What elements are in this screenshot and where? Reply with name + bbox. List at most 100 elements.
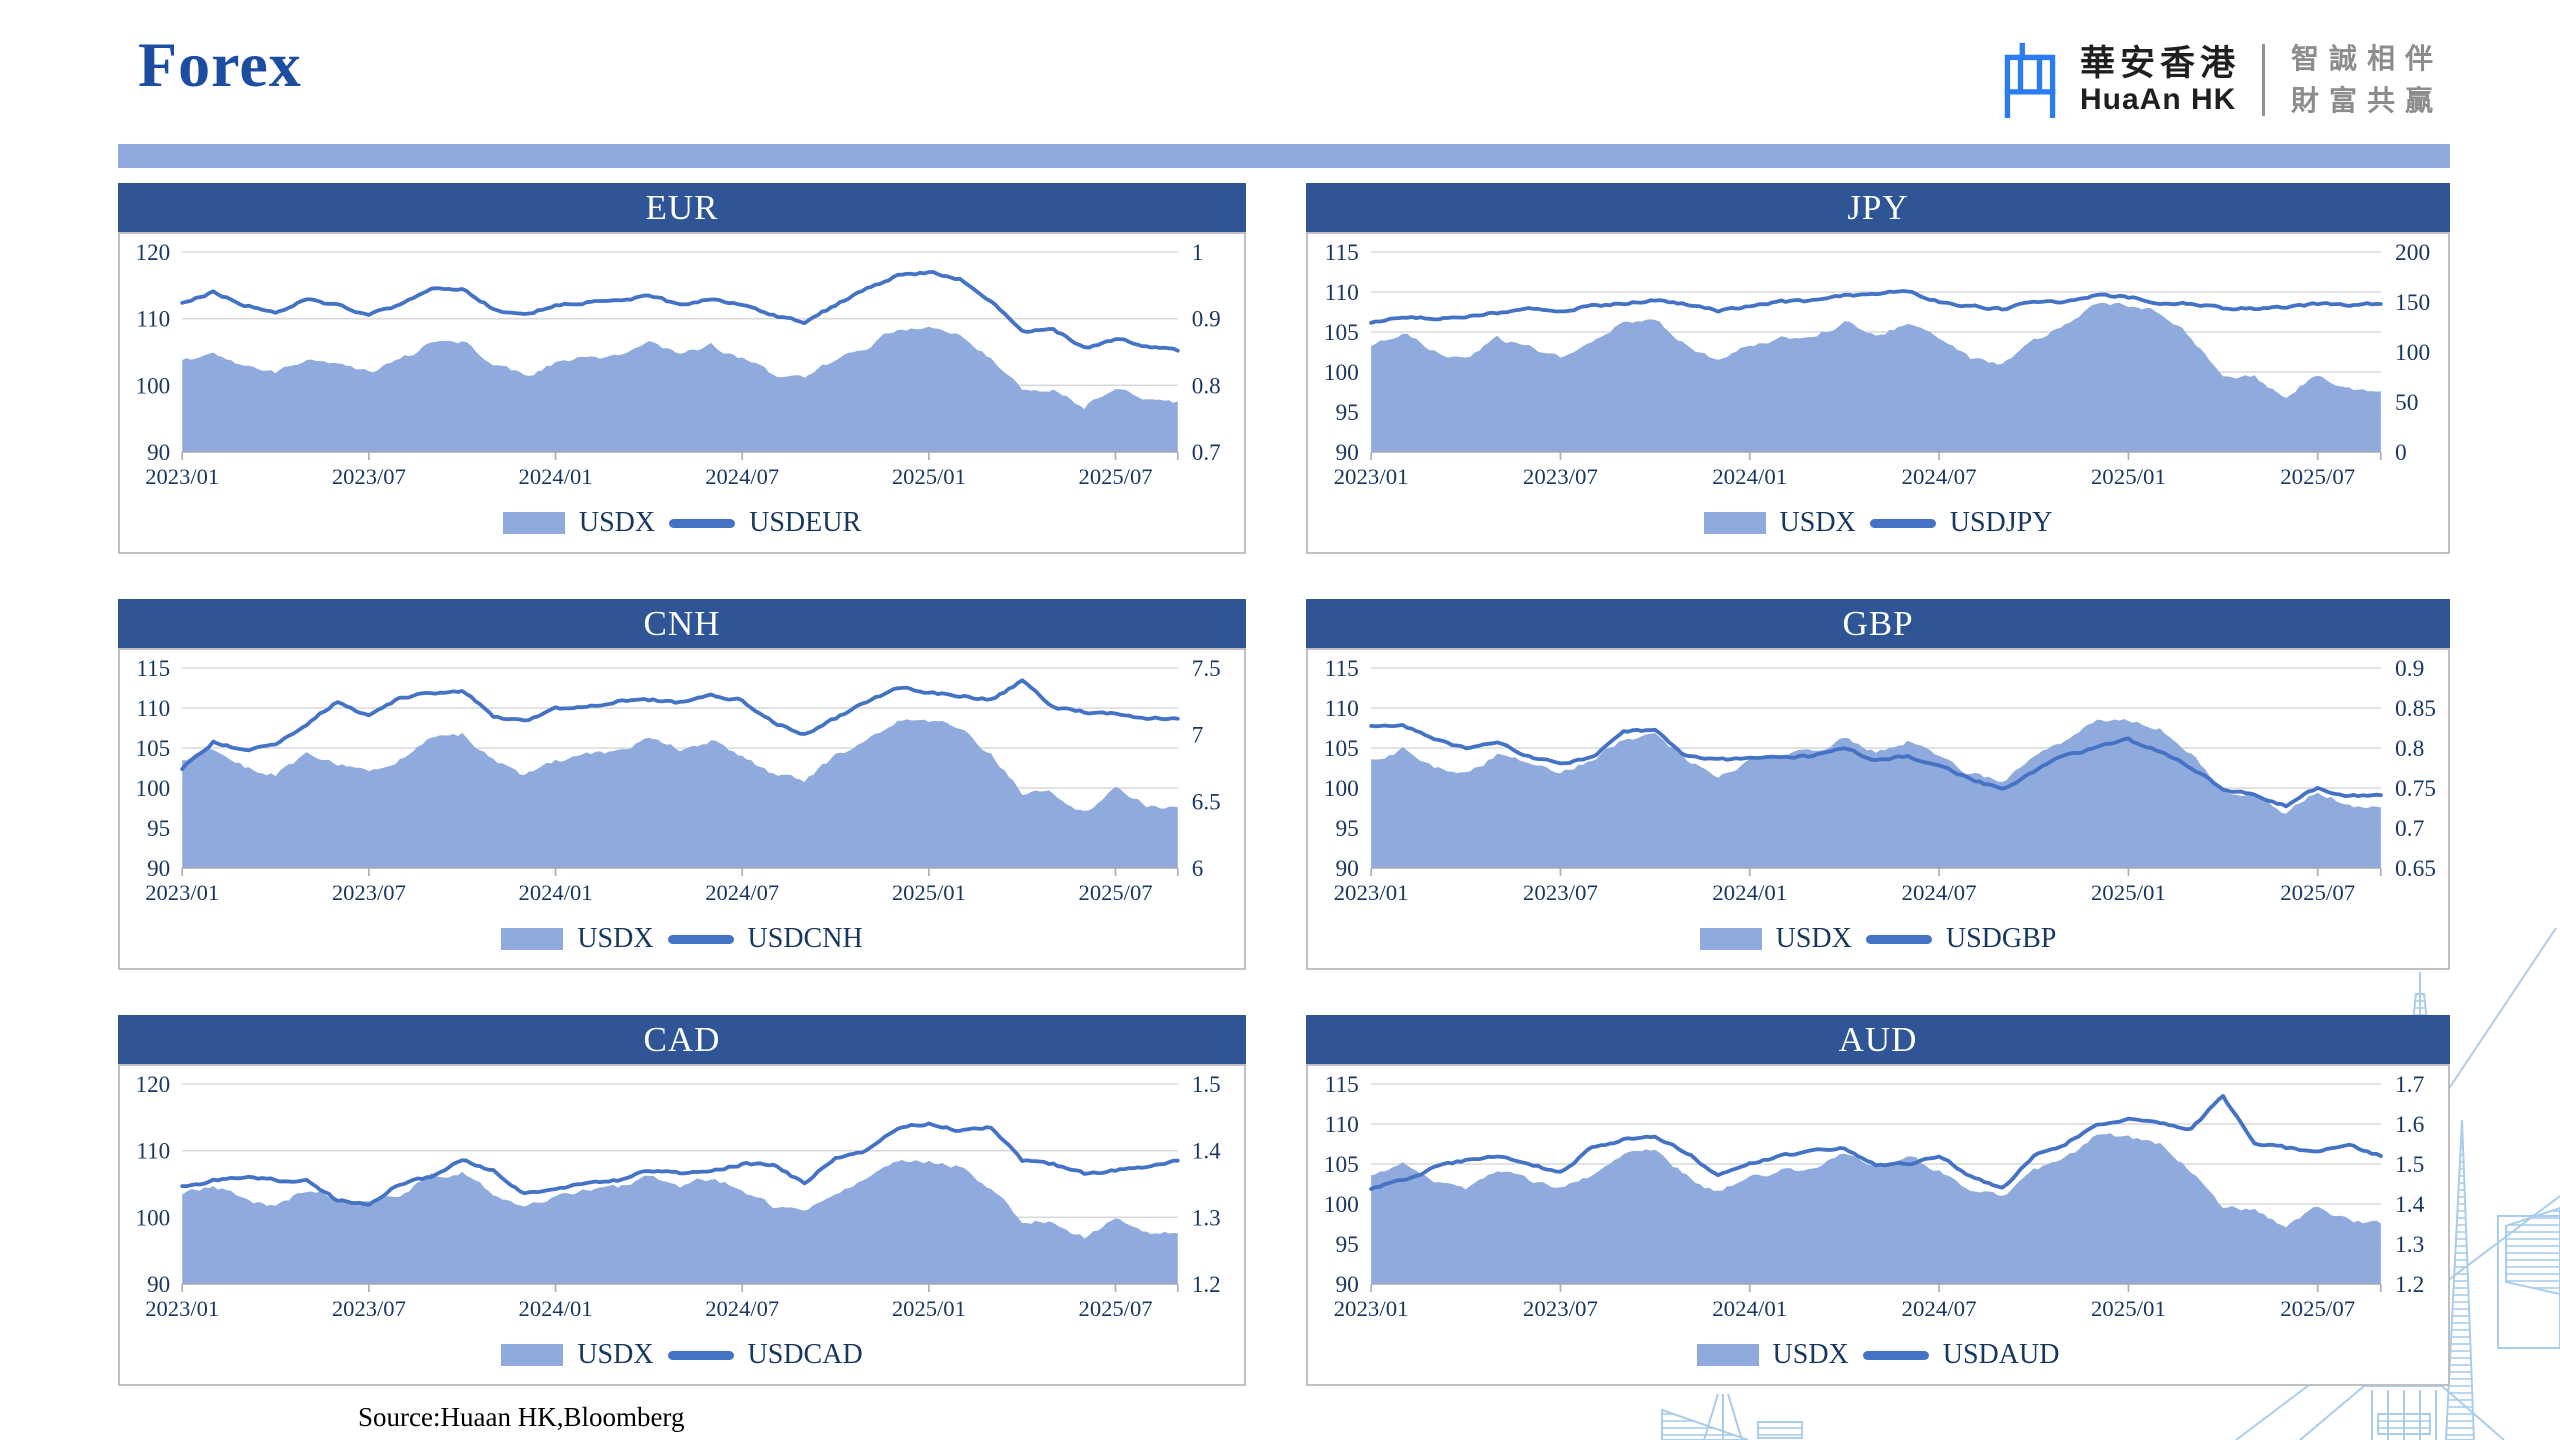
svg-text:2025/07: 2025/07 — [1079, 464, 1153, 489]
svg-text:2023/07: 2023/07 — [332, 880, 406, 905]
legend-swatch-usdx — [501, 1344, 564, 1366]
svg-text:0.9: 0.9 — [1192, 306, 1221, 332]
svg-text:6.5: 6.5 — [1192, 788, 1221, 814]
svg-text:105: 105 — [1324, 320, 1359, 346]
legend-swatch-usdx — [1696, 1344, 1759, 1366]
svg-text:100: 100 — [136, 775, 171, 801]
svg-text:1.2: 1.2 — [1192, 1271, 1221, 1297]
svg-text:2025/01: 2025/01 — [892, 464, 966, 489]
chart-title-jpy: JPY — [1306, 183, 2450, 232]
svg-text:105: 105 — [136, 735, 171, 761]
svg-text:2023/07: 2023/07 — [332, 464, 406, 489]
legend-label-usdx: USDX — [577, 923, 654, 954]
svg-text:2023/01: 2023/01 — [145, 464, 219, 489]
svg-text:2025/01: 2025/01 — [892, 880, 966, 905]
svg-text:2025/01: 2025/01 — [2091, 1296, 2166, 1321]
chart-panel-eur: EUR 120 110 100 90 1 0.9 0.8 0.7 2023/01 2023/07 2… — [118, 183, 1246, 554]
svg-text:2023/07: 2023/07 — [332, 1296, 406, 1321]
svg-text:1.5: 1.5 — [1192, 1072, 1221, 1097]
svg-text:2024/07: 2024/07 — [705, 1296, 779, 1321]
svg-text:100: 100 — [136, 372, 171, 398]
svg-text:110: 110 — [1325, 696, 1359, 722]
svg-text:2025/01: 2025/01 — [2091, 880, 2166, 905]
chart-legend-jpy: USDX USDJPY — [1308, 498, 2448, 548]
legend-swatch-usdx — [1699, 928, 1762, 950]
svg-text:110: 110 — [136, 306, 170, 332]
legend-line-usdjpy — [1869, 518, 1936, 528]
svg-text:115: 115 — [136, 656, 170, 681]
chart-panel-cad: CAD 120 110 100 90 1.5 1.4 1.3 1.2 2023/01 2023/0… — [118, 1015, 1246, 1386]
legend-label-usdgbp: USDGBP — [1945, 923, 2057, 954]
svg-text:120: 120 — [136, 240, 171, 265]
svg-text:120: 120 — [136, 1072, 171, 1097]
svg-text:150: 150 — [2395, 290, 2430, 316]
legend-label-usdcad: USDCAD — [747, 1339, 863, 1370]
svg-text:105: 105 — [1324, 1152, 1359, 1178]
chart-legend-cad: USDX USDCAD — [120, 1330, 1244, 1380]
svg-text:0.8: 0.8 — [2395, 736, 2424, 762]
svg-text:100: 100 — [1324, 1192, 1359, 1218]
legend-label-usdx: USDX — [1779, 507, 1856, 538]
chart-plot-cad: 120 110 100 90 1.5 1.4 1.3 1.2 2023/01 2023/07 202… — [136, 1072, 1222, 1321]
chart-plot-eur: 120 110 100 90 1 0.9 0.8 0.7 2023/01 2023/07 2024/… — [136, 240, 1221, 489]
svg-text:2023/01: 2023/01 — [1334, 1296, 1409, 1321]
svg-text:1.4: 1.4 — [1192, 1138, 1221, 1164]
legend-line-usdaud — [1862, 1350, 1929, 1360]
svg-text:2025/07: 2025/07 — [2280, 1296, 2355, 1321]
svg-text:90: 90 — [147, 1271, 170, 1297]
svg-text:115: 115 — [1325, 656, 1359, 682]
charts-grid: EUR 120 110 100 90 1 0.9 0.8 0.7 2023/01 2023/07 2… — [118, 183, 2450, 1386]
svg-text:1.3: 1.3 — [2395, 1232, 2424, 1258]
svg-text:6: 6 — [1192, 855, 1204, 881]
svg-text:100: 100 — [1324, 776, 1359, 802]
huaan-logo-icon — [2004, 42, 2056, 118]
svg-text:1.3: 1.3 — [1192, 1204, 1221, 1230]
svg-text:2024/07: 2024/07 — [1902, 1296, 1977, 1321]
svg-text:200: 200 — [2395, 240, 2430, 266]
svg-text:90: 90 — [1336, 440, 1359, 466]
chart-panel-jpy: JPY 115 110 105 100 95 90 200 150 100 50 0 2023/01 2… — [1306, 183, 2450, 554]
accent-ribbon — [118, 144, 2450, 168]
svg-text:1.6: 1.6 — [2395, 1112, 2424, 1138]
legend-label-usdjpy: USDJPY — [1949, 507, 2053, 538]
svg-text:2023/01: 2023/01 — [145, 880, 219, 905]
svg-text:90: 90 — [1336, 1272, 1359, 1298]
svg-text:1.4: 1.4 — [2395, 1192, 2425, 1218]
source-note: Source:Huaan HK,Bloomberg — [358, 1402, 685, 1432]
svg-text:2024/07: 2024/07 — [1902, 464, 1977, 489]
svg-text:7: 7 — [1192, 722, 1204, 748]
legend-label-usdx: USDX — [1772, 1339, 1849, 1370]
svg-text:115: 115 — [1325, 240, 1359, 266]
svg-text:50: 50 — [2395, 390, 2418, 416]
chart-plot-aud: 115 110 105 100 95 90 1.7 1.6 1.5 1.4 1.3 1.2 2023/0… — [1324, 1072, 2425, 1321]
svg-text:2024/01: 2024/01 — [1712, 880, 1787, 905]
huaan-logo: 華安香港 HuaAn HK 智誠相伴 財富共贏 — [2000, 38, 2443, 122]
legend-label-usdx: USDX — [577, 1339, 654, 1370]
legend-label-usdx: USDX — [1775, 923, 1852, 954]
svg-text:2023/01: 2023/01 — [1334, 880, 1409, 905]
chart-legend-cnh: USDX USDCNH — [120, 914, 1244, 964]
legend-line-usdcad — [667, 1350, 734, 1360]
svg-text:0.85: 0.85 — [2395, 696, 2436, 722]
svg-text:95: 95 — [1336, 1232, 1359, 1258]
svg-text:105: 105 — [1324, 736, 1359, 762]
svg-text:95: 95 — [1336, 400, 1359, 426]
svg-text:100: 100 — [2395, 340, 2430, 366]
chart-plot-jpy: 115 110 105 100 95 90 200 150 100 50 0 2023/01 2023/… — [1324, 240, 2430, 489]
svg-text:100: 100 — [1324, 360, 1359, 386]
svg-text:95: 95 — [147, 815, 170, 841]
svg-text:2025/01: 2025/01 — [892, 1296, 966, 1321]
svg-text:2024/07: 2024/07 — [1902, 880, 1977, 905]
chart-legend-eur: USDX USDEUR — [120, 498, 1244, 548]
legend-line-usdeur — [669, 518, 736, 528]
svg-text:110: 110 — [136, 1138, 170, 1164]
svg-text:0: 0 — [2395, 440, 2407, 466]
chart-plot-gbp: 115 110 105 100 95 90 0.9 0.85 0.8 0.75 0.7 0.65 202… — [1324, 656, 2436, 905]
logo-name-en: HuaAn HK — [2080, 82, 2237, 116]
legend-swatch-usdx — [502, 512, 565, 534]
svg-text:0.75: 0.75 — [2395, 776, 2436, 802]
chart-title-cnh: CNH — [118, 599, 1246, 648]
svg-text:1.7: 1.7 — [2395, 1072, 2424, 1098]
svg-text:2023/07: 2023/07 — [1523, 880, 1598, 905]
logo-slogan-line1: 智誠相伴 — [2291, 43, 2444, 74]
